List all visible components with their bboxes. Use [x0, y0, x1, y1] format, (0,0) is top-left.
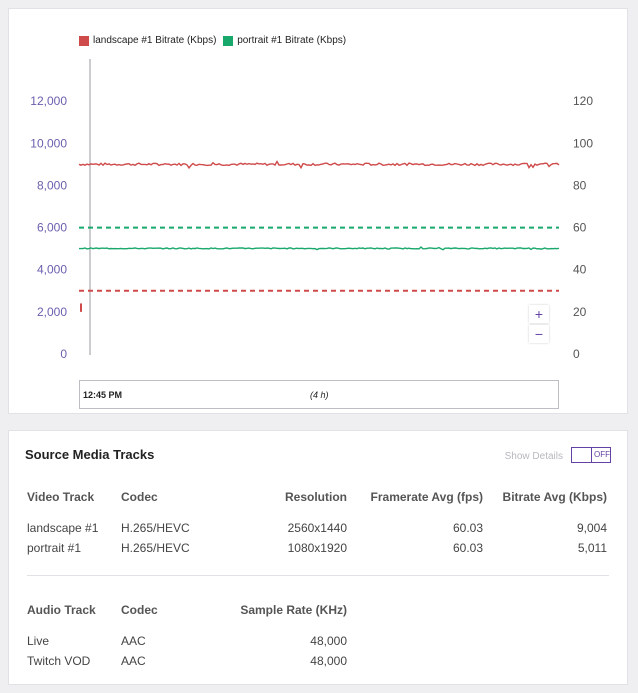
table-row: landscape #1 H.265/HEVC 2560x1440 60.03 … [27, 518, 607, 538]
legend-swatch-portrait [223, 35, 234, 46]
left-axis-tick-label: 10,000 [30, 136, 67, 150]
audio-codec: AAC [121, 634, 146, 648]
section-title: Source Media Tracks [25, 447, 155, 462]
video-bitrate: 5,011 [577, 541, 607, 555]
video-resolution: 1080x1920 [287, 541, 347, 555]
audio-tracks-table: Audio Track Codec Sample Rate (KHz) Live… [27, 603, 347, 671]
right-axis-tick-label: 0 [573, 347, 580, 361]
left-axis-tick-label: 0 [60, 347, 67, 361]
bitrate-line-chart: 0 2,000 4,000 6,000 8,000 10,000 12,000 0 20 40 60… [30, 59, 593, 361]
video-header-track: Video Track [27, 490, 95, 504]
time-navigator[interactable]: 12:45 PM (4 h) [79, 380, 559, 409]
right-axis-tick-label: 20 [573, 305, 587, 319]
toggle-knob [572, 448, 592, 462]
video-tracks-table: Video Track Codec Resolution Framerate A… [27, 490, 607, 558]
series-line-portrait [79, 246, 560, 251]
chart-legend: landscape #1 Bitrate (Kbps) portrait #1 … [79, 35, 350, 49]
legend-item-portrait[interactable]: portrait #1 Bitrate (Kbps) [223, 35, 346, 46]
right-axis-tick-label: 40 [573, 263, 587, 277]
toggle-state: OFF [594, 450, 610, 459]
navigator-range: (4 h) [310, 390, 329, 400]
right-axis-tick-label: 100 [573, 136, 593, 150]
audio-track-name: Live [27, 634, 50, 648]
video-bitrate: 9,004 [576, 521, 607, 535]
video-header-codec: Codec [121, 490, 158, 504]
series-line-landscape [78, 160, 560, 170]
video-framerate: 60.03 [452, 541, 483, 555]
navigator-start-time: 12:45 PM [83, 390, 123, 400]
video-header-resolution: Resolution [285, 490, 347, 504]
audio-track-name: Twitch VOD [27, 654, 91, 668]
audio-sample-rate: 48,000 [310, 654, 347, 668]
table-row: Twitch VOD AAC 48,000 [27, 651, 347, 671]
zoom-out-button[interactable]: − [529, 325, 549, 343]
source-media-tracks-card: Source Media Tracks Show Details OFF Vid… [8, 430, 628, 685]
table-row: portrait #1 H.265/HEVC 1080x1920 60.03 5… [27, 538, 607, 558]
left-axis-tick-label: 8,000 [37, 178, 67, 192]
video-framerate: 60.03 [452, 521, 483, 535]
show-details-label: Show Details [504, 451, 563, 462]
video-track-name: landscape #1 [27, 521, 99, 535]
audio-header-track: Audio Track [27, 603, 96, 617]
left-axis-tick-label: 2,000 [37, 305, 67, 319]
right-axis-tick-label: 120 [573, 94, 593, 108]
audio-header-codec: Codec [121, 603, 158, 617]
video-header-framerate: Framerate Avg (fps) [370, 490, 483, 504]
legend-label-portrait: portrait #1 Bitrate (Kbps) [237, 35, 347, 46]
show-details-toggle[interactable]: OFF [571, 447, 611, 463]
left-axis-tick-label: 6,000 [37, 221, 67, 235]
video-resolution: 2560x1440 [287, 521, 347, 535]
audio-codec: AAC [121, 654, 146, 668]
video-track-name: portrait #1 [27, 541, 82, 555]
video-codec: H.265/HEVC [121, 521, 190, 535]
legend-item-landscape[interactable]: landscape #1 Bitrate (Kbps) [79, 35, 216, 46]
legend-swatch-landscape [79, 35, 89, 46]
right-axis-tick-label: 80 [573, 178, 587, 192]
left-axis-tick-label: 12,000 [30, 94, 67, 108]
video-codec: H.265/HEVC [121, 541, 190, 555]
zoom-in-button[interactable]: + [529, 305, 549, 323]
section-divider [27, 575, 609, 576]
table-row: Live AAC 48,000 [27, 631, 347, 651]
audio-header-sample-rate: Sample Rate (KHz) [240, 603, 347, 617]
video-header-bitrate: Bitrate Avg (Kbps) [502, 490, 607, 504]
bitrate-chart-card: landscape #1 Bitrate (Kbps) portrait #1 … [8, 8, 628, 414]
left-axis-tick-label: 4,000 [37, 263, 67, 277]
legend-label-landscape: landscape #1 Bitrate (Kbps) [93, 35, 217, 46]
right-axis-tick-label: 60 [573, 221, 587, 235]
audio-sample-rate: 48,000 [310, 634, 347, 648]
